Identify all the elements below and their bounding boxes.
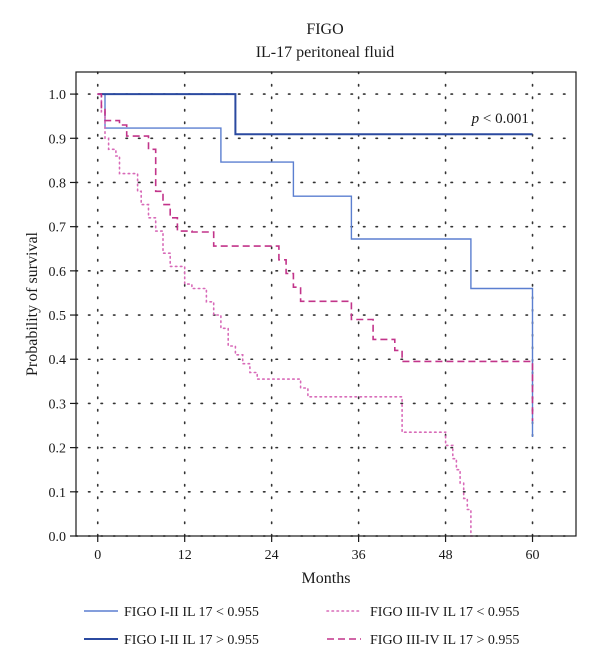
legend: FIGO I-II IL 17 < 0.955 FIGO I-II IL 17 >…	[84, 605, 519, 648]
tick-layer: 0 12 24 36 48 60 0.0 0.1 0.2 0.3 0.4 0.5 0.6 0.7 0.8 0.…	[49, 88, 540, 563]
x-tick-label: 24	[265, 548, 279, 563]
y-tick-label: 0.8	[49, 176, 67, 191]
y-tick-label: 0.9	[49, 132, 67, 147]
y-tick-label: 1.0	[49, 88, 67, 103]
y-tick-label: 0.1	[49, 486, 67, 501]
legend-label-3: FIGO III-IV IL 17 < 0.955	[370, 605, 519, 620]
series-line-2	[97, 93, 533, 136]
p-value-annotation: p < 0.001	[471, 111, 529, 127]
y-tick-label: 0.7	[49, 221, 67, 236]
x-tick-label: 12	[178, 548, 192, 563]
series-line-3	[96, 93, 476, 537]
plot-frame	[75, 71, 577, 537]
x-axis-label: Months	[302, 570, 351, 587]
y-axis-label: Probability of survival	[24, 231, 41, 376]
x-tick-label: 36	[352, 548, 366, 563]
p-value-text: < 0.001	[479, 111, 529, 127]
series-line-1	[97, 93, 534, 437]
y-tick-label: 0.4	[49, 353, 67, 368]
grid-layer	[75, 71, 577, 537]
x-tick-label: 0	[94, 548, 101, 563]
x-tick-label: 60	[526, 548, 540, 563]
legend-label-2: FIGO I-II IL 17 > 0.955	[124, 633, 259, 648]
x-tick-label: 48	[439, 548, 453, 563]
p-value-symbol: p	[471, 111, 480, 127]
y-tick-label: 0.2	[49, 442, 67, 457]
chart-title: FIGO	[306, 21, 343, 38]
y-tick-label: 0.0	[49, 530, 67, 545]
series-layer	[96, 93, 534, 537]
legend-label-4: FIGO III-IV IL 17 > 0.955	[370, 633, 519, 648]
y-tick-label: 0.5	[49, 309, 67, 324]
chart-subtitle: IL-17 peritoneal fluid	[256, 44, 395, 61]
legend-label-1: FIGO I-II IL 17 < 0.955	[124, 605, 259, 620]
y-tick-label: 0.6	[49, 265, 67, 280]
series-line-4	[97, 93, 534, 422]
y-tick-label: 0.3	[49, 397, 67, 412]
